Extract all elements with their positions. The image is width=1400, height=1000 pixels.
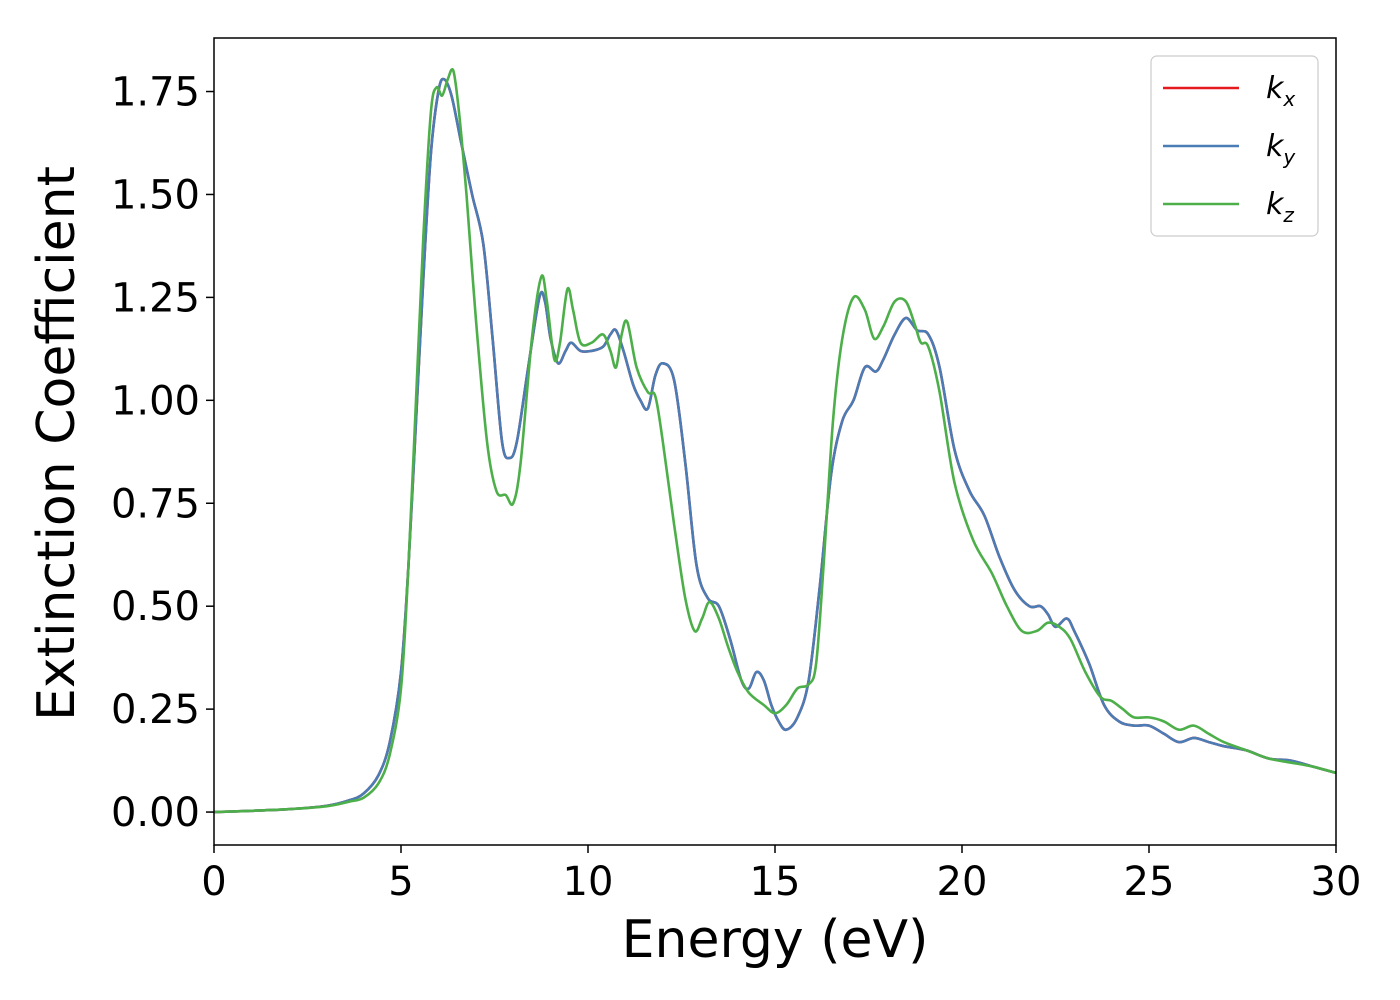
lines-layer <box>213 68 1337 814</box>
y-tick-label: 1.25 <box>111 275 200 321</box>
y-tick-label: 0.75 <box>111 481 200 527</box>
y-tick-label: 1.75 <box>111 70 200 116</box>
plot-frame <box>213 37 1337 846</box>
y-tick-label: 1.50 <box>111 172 200 218</box>
y-tick-label: 1.00 <box>111 378 200 424</box>
legend-label: kz <box>1266 187 1294 227</box>
x-axis-title: Energy (eV) <box>622 910 929 970</box>
x-tick-label: 0 <box>201 859 226 905</box>
legend: kx ky kz <box>1150 55 1319 237</box>
x-tick-label: 25 <box>1124 859 1175 905</box>
y-tick-label: 0.50 <box>111 584 200 630</box>
x-tick-label: 5 <box>388 859 413 905</box>
x-tick-label: 10 <box>563 859 614 905</box>
x-tick-label: 15 <box>750 859 801 905</box>
x-tick-label: 30 <box>1311 859 1362 905</box>
y-axis-title: Extinction Coefficient <box>27 166 87 721</box>
legend-label: kx <box>1266 71 1295 111</box>
y-tick-label: 0.25 <box>111 687 200 733</box>
ticks-layer: 0 5 10 15 20 25 30 0.00 0.25 0.50 0.75 1.00 1.25 1.50… <box>111 70 1362 905</box>
x-tick-label: 20 <box>937 859 988 905</box>
legend-label: ky <box>1266 129 1296 169</box>
y-tick-label: 0.00 <box>111 790 200 836</box>
series-line-kz <box>213 68 1337 814</box>
